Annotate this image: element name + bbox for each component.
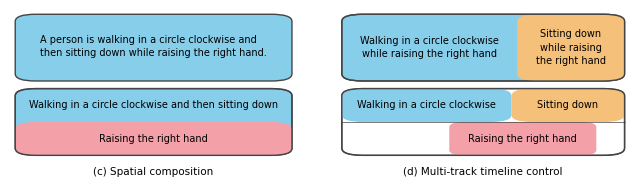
Text: Raising the right hand: Raising the right hand <box>468 134 577 144</box>
Text: (d) Multi-track timeline control: (d) Multi-track timeline control <box>403 167 563 177</box>
FancyBboxPatch shape <box>15 14 292 81</box>
Text: Sitting down: Sitting down <box>538 100 598 110</box>
Text: Walking in a circle clockwise: Walking in a circle clockwise <box>357 100 496 110</box>
Text: (c) Spatial composition: (c) Spatial composition <box>93 167 214 177</box>
Text: (b) Temporal composition: (b) Temporal composition <box>417 92 550 102</box>
Text: (a) Traditional text input: (a) Traditional text input <box>90 92 217 102</box>
FancyBboxPatch shape <box>511 89 625 122</box>
FancyBboxPatch shape <box>15 122 292 155</box>
FancyBboxPatch shape <box>342 89 511 122</box>
Text: Walking in a circle clockwise and then sitting down: Walking in a circle clockwise and then s… <box>29 100 278 110</box>
FancyBboxPatch shape <box>15 89 292 155</box>
Text: Raising the right hand: Raising the right hand <box>99 134 208 144</box>
FancyBboxPatch shape <box>342 89 625 155</box>
Text: A person is walking in a circle clockwise and
then sitting down while raising th: A person is walking in a circle clockwis… <box>40 35 267 58</box>
FancyBboxPatch shape <box>517 14 625 81</box>
FancyBboxPatch shape <box>449 122 596 155</box>
Text: Walking in a circle clockwise
while raising the right hand: Walking in a circle clockwise while rais… <box>360 36 499 59</box>
FancyBboxPatch shape <box>342 14 625 81</box>
Text: Sitting down
while raising
the right hand: Sitting down while raising the right han… <box>536 29 606 66</box>
